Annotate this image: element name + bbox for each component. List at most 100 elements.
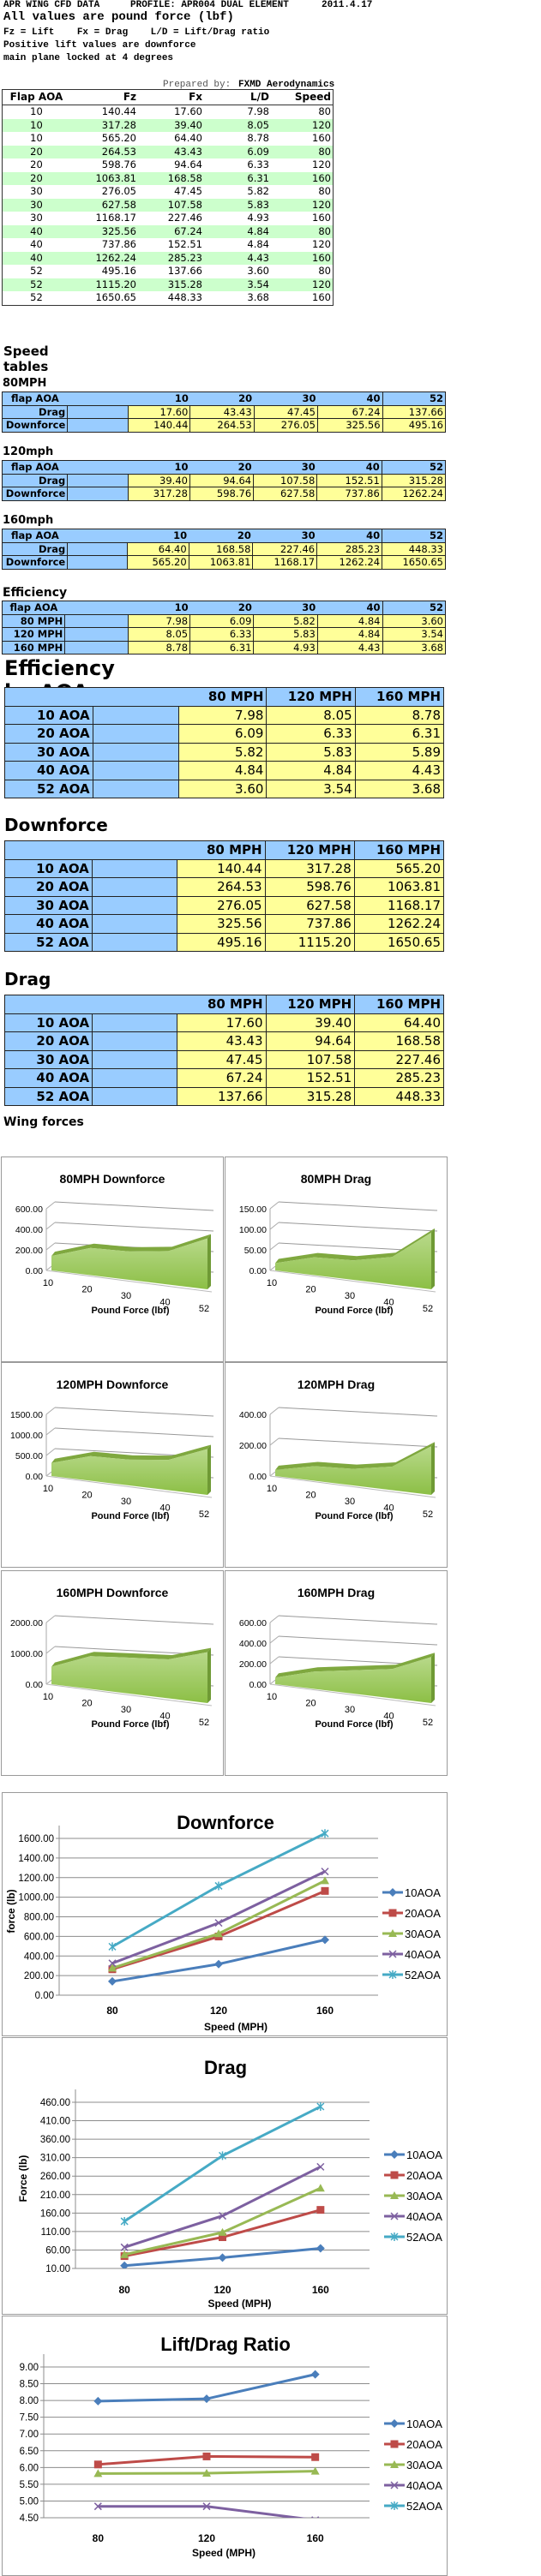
table-cell: 67.24 xyxy=(177,1068,267,1088)
table-cell: 168.58 xyxy=(138,171,204,185)
table-header-row: flap AOA 10 20 30 40 52 xyxy=(2,529,446,543)
area-series xyxy=(51,1652,207,1703)
table-cell: 52 xyxy=(30,291,43,304)
data-point xyxy=(321,1868,329,1876)
table-cell: 4.84 xyxy=(266,761,356,780)
area-chart-panel: 80MPH Downforce 0.00 200.00 400.00 600.00 10 2… xyxy=(1,1157,224,1362)
y-tick-label: 310.00 xyxy=(40,2154,70,2164)
legend-label: 40AOA xyxy=(406,2479,442,2492)
blank-cell xyxy=(67,418,129,433)
data-point xyxy=(321,1935,329,1945)
row-label: 40 AOA xyxy=(4,914,93,934)
table-cell: 80 xyxy=(271,224,334,238)
grid-line xyxy=(269,1656,280,1665)
table-cell: 1115.20 xyxy=(70,278,138,291)
data-point xyxy=(214,1929,223,1938)
grid-line xyxy=(269,1201,280,1210)
table-cell: 43.43 xyxy=(177,1031,267,1051)
table-cell: 1262.24 xyxy=(382,487,447,501)
column-header: 10 xyxy=(128,460,190,475)
y-axis-label: Force (lb) xyxy=(17,2155,29,2202)
table-cell: 120 xyxy=(271,198,334,212)
table-cell: 20 xyxy=(30,158,43,171)
x-tick-label: 30 xyxy=(121,1497,131,1507)
column-header: 30 xyxy=(253,601,318,615)
row-label: 30 AOA xyxy=(4,743,93,762)
area-top-edge xyxy=(51,1647,211,1667)
table-cell: 737.86 xyxy=(101,238,136,251)
table-cell: 276.05 xyxy=(177,896,266,915)
table-cell: 67.24 xyxy=(138,224,204,238)
y-tick-label: 0.00 xyxy=(26,1266,44,1276)
table-cell: 1168.17 xyxy=(252,555,318,570)
x-tick-label: 20 xyxy=(81,1285,92,1295)
y-tick-label: 0.00 xyxy=(249,1266,267,1276)
blank-cell xyxy=(92,995,177,1014)
table-cell: 168.58 xyxy=(354,1031,444,1051)
series-line xyxy=(123,2186,322,2256)
blank-cell xyxy=(64,641,129,654)
y-tick-label: 210.00 xyxy=(40,2190,70,2201)
aoa-table: 80 MPH 120 MPH 160 MPH 10 AOA 140.44 317.28 56… xyxy=(4,840,445,952)
table-cell: 40 xyxy=(2,251,70,265)
y-tick-label: 6.50 xyxy=(20,2447,39,2457)
grid-line xyxy=(54,1427,214,1437)
x-axis-label: Pound Force (lbf) xyxy=(315,1306,393,1316)
table-cell: 80 xyxy=(318,105,331,118)
y-tick-label: 10.00 xyxy=(45,2264,70,2274)
data-point xyxy=(120,2216,129,2226)
column-header: 52 xyxy=(382,391,446,406)
table-cell: 152.51 xyxy=(266,1068,356,1088)
x-tick-label: 52 xyxy=(199,1304,209,1314)
blank-cell xyxy=(92,1087,178,1106)
row-label: Downforce xyxy=(2,487,69,501)
grid-line xyxy=(269,1407,280,1415)
data-point xyxy=(316,2244,325,2253)
table-cell: 137.66 xyxy=(167,265,202,278)
legend-label: 10AOA xyxy=(405,1886,441,1899)
table-title: 80MPH xyxy=(3,377,47,390)
grid-line xyxy=(54,1201,214,1211)
table-cell: 43.43 xyxy=(138,145,204,158)
table-row: 30 627.58 107.58 5.83 120 xyxy=(2,198,334,212)
blank-cell xyxy=(93,706,179,725)
x-tick-label: 80 xyxy=(93,2532,105,2544)
column-header: flap AOA xyxy=(2,460,68,475)
area-chart-panel: 120MPH Drag 0.00 200.00 400.00 10 20 30 40 52 Pou… xyxy=(225,1362,448,1568)
table-row: 10 317.28 39.40 8.05 120 xyxy=(2,118,334,132)
blank-cell xyxy=(93,687,179,707)
grid-line xyxy=(278,1615,438,1625)
table-cell: 4.84 xyxy=(247,238,269,251)
table-cell: 6.09 xyxy=(204,145,271,158)
profile-label: PROFILE: APR004 DUAL ELEMENT xyxy=(130,0,289,10)
x-tick-label: 120 xyxy=(210,2005,227,2017)
column-header: 40 xyxy=(316,460,382,475)
table-row: 20 1063.81 168.58 6.31 160 xyxy=(2,171,334,185)
table-cell: 5.82 xyxy=(178,743,267,762)
table-row: 40 AOA 67.24 152.51 285.23 xyxy=(4,1068,444,1088)
table-cell: 30 xyxy=(30,212,43,224)
x-tick-label: 40 xyxy=(383,1503,394,1514)
table-cell: 4.84 xyxy=(317,614,383,628)
chart-title: Lift/Drag Ratio xyxy=(160,2334,291,2355)
y-tick-label: 1000.00 xyxy=(18,1893,54,1904)
table-header-row: Flap AOA Fz Fx L/D Speed xyxy=(2,89,334,105)
table-cell: 64.40 xyxy=(354,1013,444,1032)
table-cell: 30 xyxy=(30,185,43,198)
table-row: 52 AOA 3.60 3.54 3.68 xyxy=(4,780,445,798)
grid-line xyxy=(278,1407,438,1417)
table-cell: 285.23 xyxy=(354,1068,444,1088)
y-tick-label: 6.00 xyxy=(20,2463,39,2473)
y-tick-label: 0.00 xyxy=(249,1680,267,1690)
area-chart: 80MPH Drag 0.00 50.00 100.00 150.00 10 20 30 40 5… xyxy=(239,1172,438,1316)
y-tick-label: 5.50 xyxy=(20,2480,39,2490)
blank-cell xyxy=(92,933,177,952)
table-cell: 10 xyxy=(2,118,70,132)
y-tick-label: 1400.00 xyxy=(18,1854,54,1864)
table-cell: 6.09 xyxy=(189,614,255,628)
table-title: 120mph xyxy=(3,445,54,458)
blank-cell xyxy=(67,529,128,543)
table-row: 30 AOA 276.05 627.58 1168.17 xyxy=(4,896,445,915)
data-point xyxy=(202,2394,211,2404)
legend-label: 30AOA xyxy=(406,2459,442,2471)
